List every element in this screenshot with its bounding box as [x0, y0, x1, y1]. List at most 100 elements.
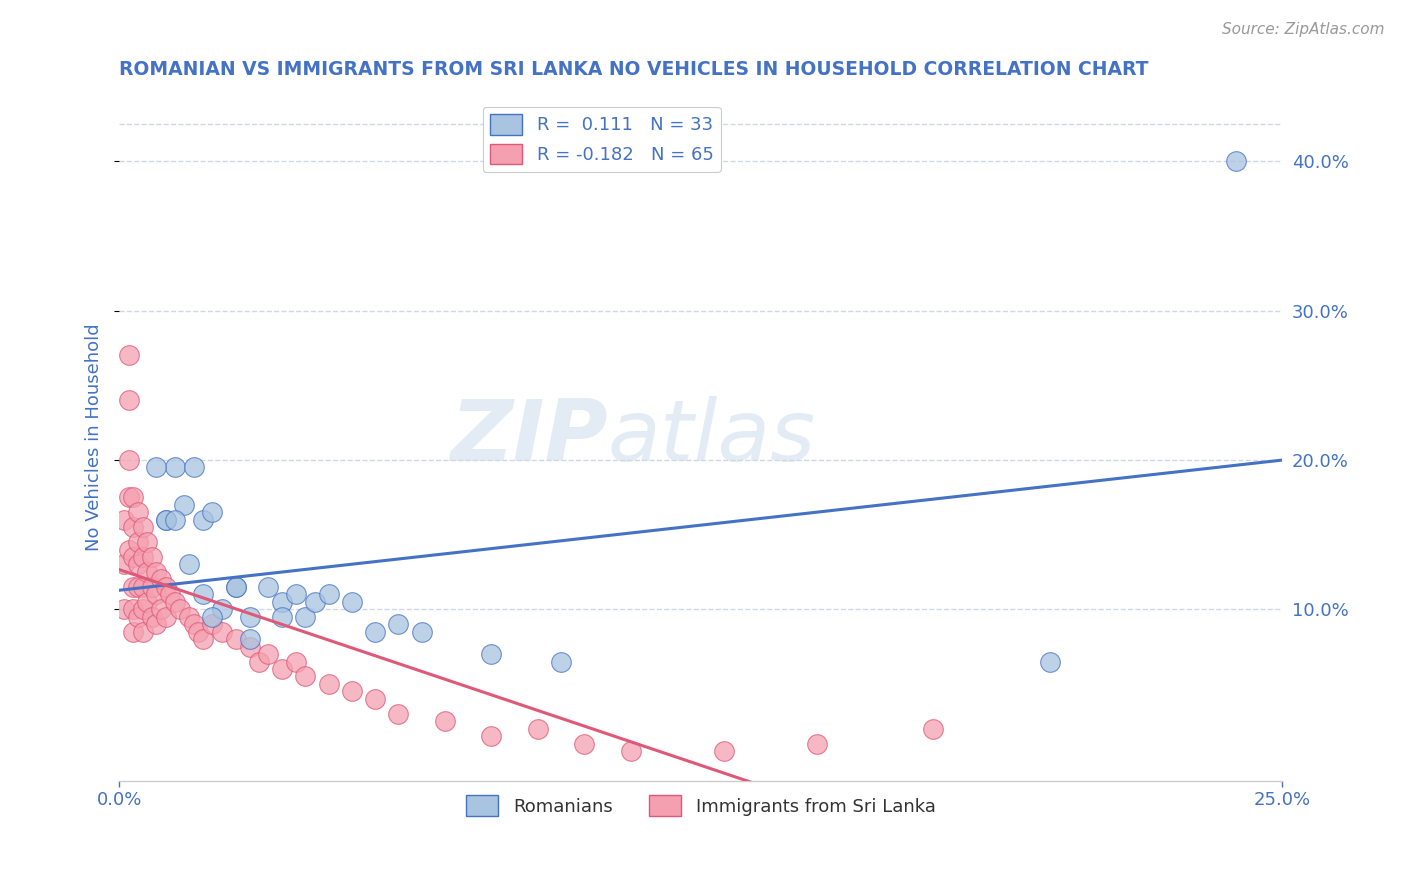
- Point: [112, 602, 135, 616]
- Point: [340, 684, 363, 698]
- Point: [117, 542, 139, 557]
- Point: [481, 729, 503, 743]
- Point: [294, 669, 316, 683]
- Point: [131, 624, 153, 639]
- Point: [806, 737, 828, 751]
- Text: Source: ZipAtlas.com: Source: ZipAtlas.com: [1222, 22, 1385, 37]
- Point: [145, 617, 167, 632]
- Point: [117, 490, 139, 504]
- Point: [225, 632, 247, 647]
- Legend: Romanians, Immigrants from Sri Lanka: Romanians, Immigrants from Sri Lanka: [458, 789, 943, 823]
- Point: [117, 453, 139, 467]
- Point: [257, 647, 280, 661]
- Point: [271, 662, 294, 676]
- Point: [177, 609, 200, 624]
- Point: [922, 722, 945, 736]
- Point: [713, 744, 735, 758]
- Point: [165, 460, 187, 475]
- Point: [136, 595, 159, 609]
- Point: [122, 549, 145, 564]
- Point: [285, 655, 308, 669]
- Point: [141, 580, 163, 594]
- Point: [177, 558, 200, 572]
- Point: [201, 609, 224, 624]
- Point: [183, 617, 205, 632]
- Point: [247, 655, 270, 669]
- Point: [257, 580, 280, 594]
- Point: [169, 602, 191, 616]
- Point: [285, 587, 308, 601]
- Point: [136, 565, 159, 579]
- Point: [122, 580, 145, 594]
- Point: [131, 602, 153, 616]
- Point: [141, 609, 163, 624]
- Point: [187, 624, 209, 639]
- Point: [155, 609, 177, 624]
- Point: [145, 460, 167, 475]
- Point: [411, 624, 433, 639]
- Point: [527, 722, 550, 736]
- Point: [145, 587, 167, 601]
- Point: [131, 580, 153, 594]
- Point: [155, 513, 177, 527]
- Point: [238, 632, 260, 647]
- Point: [318, 587, 340, 601]
- Point: [433, 714, 456, 729]
- Point: [318, 677, 340, 691]
- Point: [112, 513, 135, 527]
- Text: ROMANIAN VS IMMIGRANTS FROM SRI LANKA NO VEHICLES IN HOUSEHOLD CORRELATION CHART: ROMANIAN VS IMMIGRANTS FROM SRI LANKA NO…: [120, 60, 1149, 78]
- Point: [127, 558, 149, 572]
- Point: [211, 624, 233, 639]
- Point: [165, 513, 187, 527]
- Point: [387, 706, 409, 721]
- Point: [122, 624, 145, 639]
- Point: [165, 595, 187, 609]
- Point: [122, 520, 145, 534]
- Point: [145, 565, 167, 579]
- Point: [364, 691, 387, 706]
- Point: [150, 573, 173, 587]
- Point: [550, 655, 572, 669]
- Point: [127, 535, 149, 549]
- Text: ZIP: ZIP: [450, 396, 607, 479]
- Point: [112, 558, 135, 572]
- Point: [191, 513, 214, 527]
- Point: [201, 617, 224, 632]
- Point: [183, 460, 205, 475]
- Point: [271, 595, 294, 609]
- Point: [131, 549, 153, 564]
- Point: [1039, 655, 1062, 669]
- Point: [211, 602, 233, 616]
- Point: [122, 602, 145, 616]
- Point: [364, 624, 387, 639]
- Point: [141, 549, 163, 564]
- Point: [131, 520, 153, 534]
- Point: [127, 580, 149, 594]
- Point: [304, 595, 326, 609]
- Point: [127, 505, 149, 519]
- Point: [191, 587, 214, 601]
- Point: [238, 640, 260, 654]
- Point: [574, 737, 596, 751]
- Point: [117, 348, 139, 362]
- Y-axis label: No Vehicles in Household: No Vehicles in Household: [86, 324, 103, 551]
- Point: [271, 609, 294, 624]
- Point: [155, 580, 177, 594]
- Point: [150, 602, 173, 616]
- Point: [201, 505, 224, 519]
- Point: [1225, 154, 1247, 169]
- Point: [340, 595, 363, 609]
- Point: [155, 513, 177, 527]
- Point: [117, 393, 139, 408]
- Point: [225, 580, 247, 594]
- Point: [225, 580, 247, 594]
- Point: [191, 632, 214, 647]
- Point: [294, 609, 316, 624]
- Point: [387, 617, 409, 632]
- Point: [173, 498, 195, 512]
- Point: [620, 744, 643, 758]
- Point: [127, 609, 149, 624]
- Point: [159, 587, 181, 601]
- Point: [122, 490, 145, 504]
- Text: atlas: atlas: [607, 396, 815, 479]
